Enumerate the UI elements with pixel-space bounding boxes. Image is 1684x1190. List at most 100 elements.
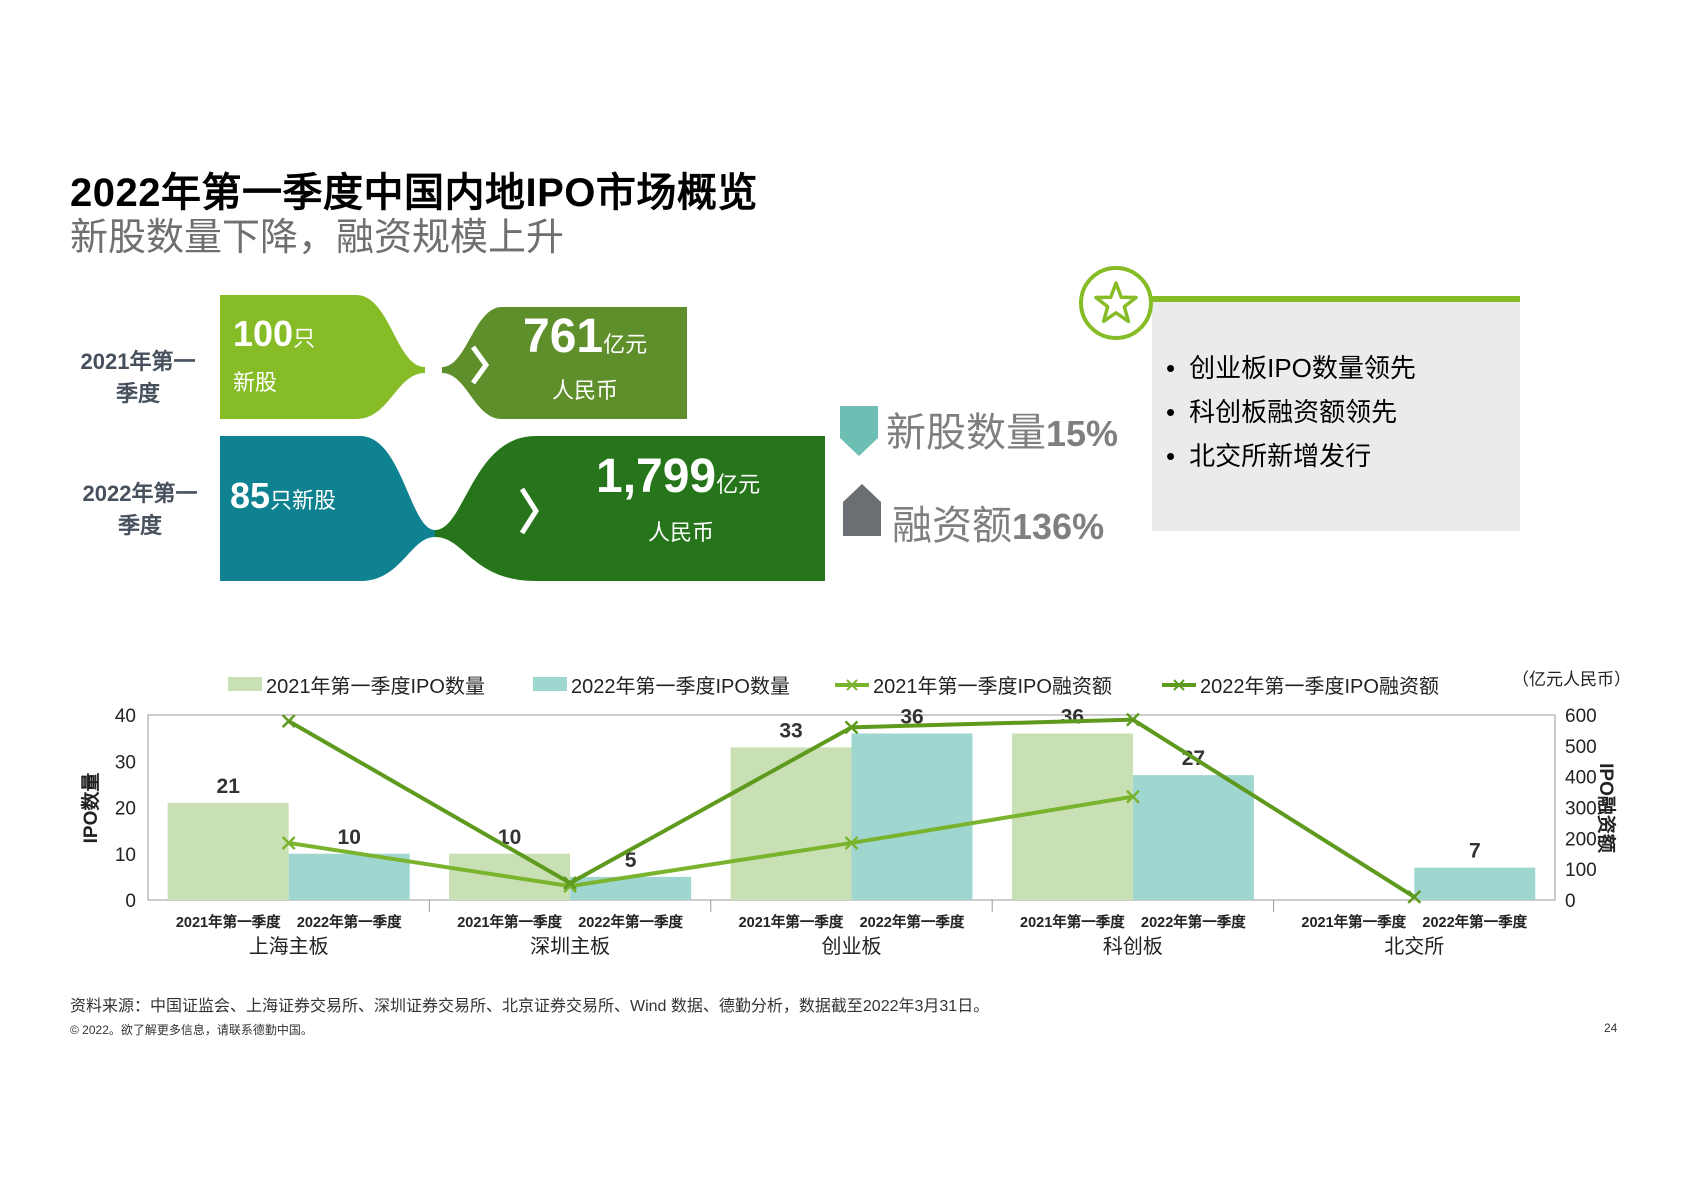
x-group-label: 科创板: [1103, 935, 1163, 958]
bar: [570, 876, 692, 900]
y-right-tick-label: 300: [1565, 799, 1597, 820]
indicator-ipo-amount-value: 136%: [1012, 506, 1105, 547]
x-sub-label: 2022年第一季度: [1422, 913, 1527, 931]
x-sub-label: 2021年第一季度: [176, 913, 281, 931]
row-label-2021-line1: 2021年第一: [80, 349, 196, 374]
line-marker: [844, 836, 859, 850]
source-note: 资料来源：中国证监会、上海证券交易所、深圳证券交易所、北京证券交易所、Wind …: [70, 998, 990, 1015]
bar: [1011, 733, 1133, 900]
line-marker: [1126, 789, 1140, 804]
line-marker: [844, 720, 859, 735]
legend-label: 2021年第一季度IPO数量: [266, 675, 485, 698]
ipo-combo-chart: 2021年第一季度IPO数量 2022年第一季度IPO数量 2021年第一季度IPO…: [79, 670, 1631, 958]
down-arrow-icon: [840, 406, 878, 456]
x-sub-label: 2021年第一季度: [1020, 913, 1125, 931]
line-marker: [1126, 712, 1140, 727]
bar: [1414, 867, 1536, 900]
bar: [730, 747, 852, 900]
bar: [851, 733, 973, 900]
x-sub-label: 2022年第一季度: [860, 913, 965, 931]
flow-2022-count-value: 85: [230, 475, 271, 516]
bar: [167, 802, 289, 900]
highlights-list: 创业板IPO数量领先 科创板融资额领先 北交所新增发行: [1166, 350, 1416, 482]
x-group-label: 深圳主板: [530, 935, 610, 958]
row-label-2021-line2: 季度: [115, 381, 160, 406]
y-right-axis-label: IPO融资额: [1595, 763, 1618, 853]
y-left-tick-label: 10: [115, 845, 136, 866]
legend-swatch: [228, 677, 262, 691]
indicator-ipo-count-value: 15%: [1046, 413, 1119, 454]
row-label-2021: 2021年第一 季度: [63, 346, 213, 410]
y-left-axis-label: IPO数量: [79, 773, 102, 844]
legend-marker: [1173, 679, 1185, 691]
x-sub-label: 2021年第一季度: [1301, 913, 1406, 931]
ipo-flow-graphic: 100只 新股 761亿元 人民币 85只新股 1,799亿元 人民币: [220, 295, 840, 590]
flow-shapes: [220, 295, 825, 581]
x-group-label: 创业板: [822, 935, 882, 958]
legend-label: 2021年第一季度IPO融资额: [873, 675, 1112, 698]
flow-2021-count-label: 新股: [233, 370, 278, 395]
up-arrow-icon: [843, 484, 881, 536]
bar-data-label: 36: [900, 706, 923, 729]
flow-2021-amount: 761亿元: [523, 309, 647, 364]
x-group-label: 北交所: [1384, 935, 1444, 958]
highlight-item: 科创板融资额领先: [1166, 394, 1416, 438]
bar-data-label: 5: [625, 849, 637, 872]
y-right-tick-label: 0: [1565, 891, 1576, 912]
bar-data-label: 36: [1061, 706, 1084, 729]
highlights-accent-line: [1132, 296, 1520, 302]
x-sub-label: 2021年第一季度: [457, 913, 562, 931]
flow-2021-amount-value: 761: [523, 310, 604, 363]
copyright-note: © 2022。欲了解更多信息，请联系德勤中国。: [70, 1023, 313, 1037]
x-group-label: 上海主板: [249, 935, 329, 958]
y-left-tick-label: 20: [115, 799, 136, 820]
indicator-ipo-amount-label: 融资额: [892, 504, 1012, 548]
y-right-tick-label: 200: [1565, 829, 1597, 850]
legend-swatch: [533, 677, 567, 691]
highlight-item: 创业板IPO数量领先: [1166, 350, 1416, 394]
flow-2022-currency: 人民币: [648, 520, 715, 545]
flow-2022-right-shape: [435, 436, 825, 581]
row-label-2022-line1: 2022年第一: [82, 481, 198, 506]
flow-2021-count-unit: 只: [293, 326, 316, 351]
row-label-2022: 2022年第一 季度: [65, 478, 215, 542]
indicator-ipo-count-label: 新股数量: [886, 411, 1046, 455]
bar-data-label: 21: [217, 775, 241, 798]
star-badge: [1079, 266, 1153, 340]
flow-2022-count-unit: 只新股: [270, 488, 337, 513]
flow-2021-left-shape: [220, 295, 425, 419]
flow-2021-count-value: 100: [233, 313, 294, 354]
highlight-item: 北交所新增发行: [1166, 438, 1416, 482]
y-right-tick-label: 600: [1565, 706, 1597, 727]
x-sub-label: 2022年第一季度: [1141, 913, 1246, 931]
star-icon: [1094, 281, 1138, 324]
indicator-ipo-amount: 融资额136%: [892, 493, 1104, 551]
flow-2022-amount-value: 1,799: [596, 450, 717, 503]
flow-2022-amount: 1,799亿元: [596, 449, 760, 504]
indicator-ipo-count: 新股数量15%: [886, 400, 1118, 458]
bar-data-label: 33: [779, 719, 802, 742]
page-number: 24: [1604, 1021, 1618, 1035]
y-right-tick-label: 100: [1565, 860, 1597, 881]
flow-2021-count: 100只: [233, 313, 315, 355]
y-right-tick-label: 500: [1565, 737, 1597, 758]
flow-2022-left-shape: [220, 436, 435, 581]
flow-2021-currency: 人民币: [552, 378, 619, 403]
y-left-tick-label: 40: [115, 706, 136, 727]
y-right-tick-label: 400: [1565, 768, 1597, 789]
line-marker: [281, 714, 296, 729]
series-line: [288, 794, 1134, 889]
line-marker: [281, 836, 296, 850]
unit-note: （亿元人民币）: [1512, 670, 1631, 689]
line-marker: [1407, 890, 1422, 904]
flow-2021-right-shape: [442, 307, 687, 419]
flow-2021-amount-unit: 亿元: [603, 332, 648, 357]
bar: [1132, 775, 1254, 900]
bar-data-label: 7: [1469, 840, 1481, 863]
page-title: 2022年第一季度中国内地IPO市场概览: [70, 171, 758, 215]
legend-label: 2022年第一季度IPO融资额: [1200, 675, 1439, 698]
flow-2022-count: 85只新股: [230, 475, 336, 517]
legend-marker: [846, 679, 858, 691]
line-marker: [563, 876, 577, 890]
flow-2021-chevron-icon: [470, 345, 490, 385]
